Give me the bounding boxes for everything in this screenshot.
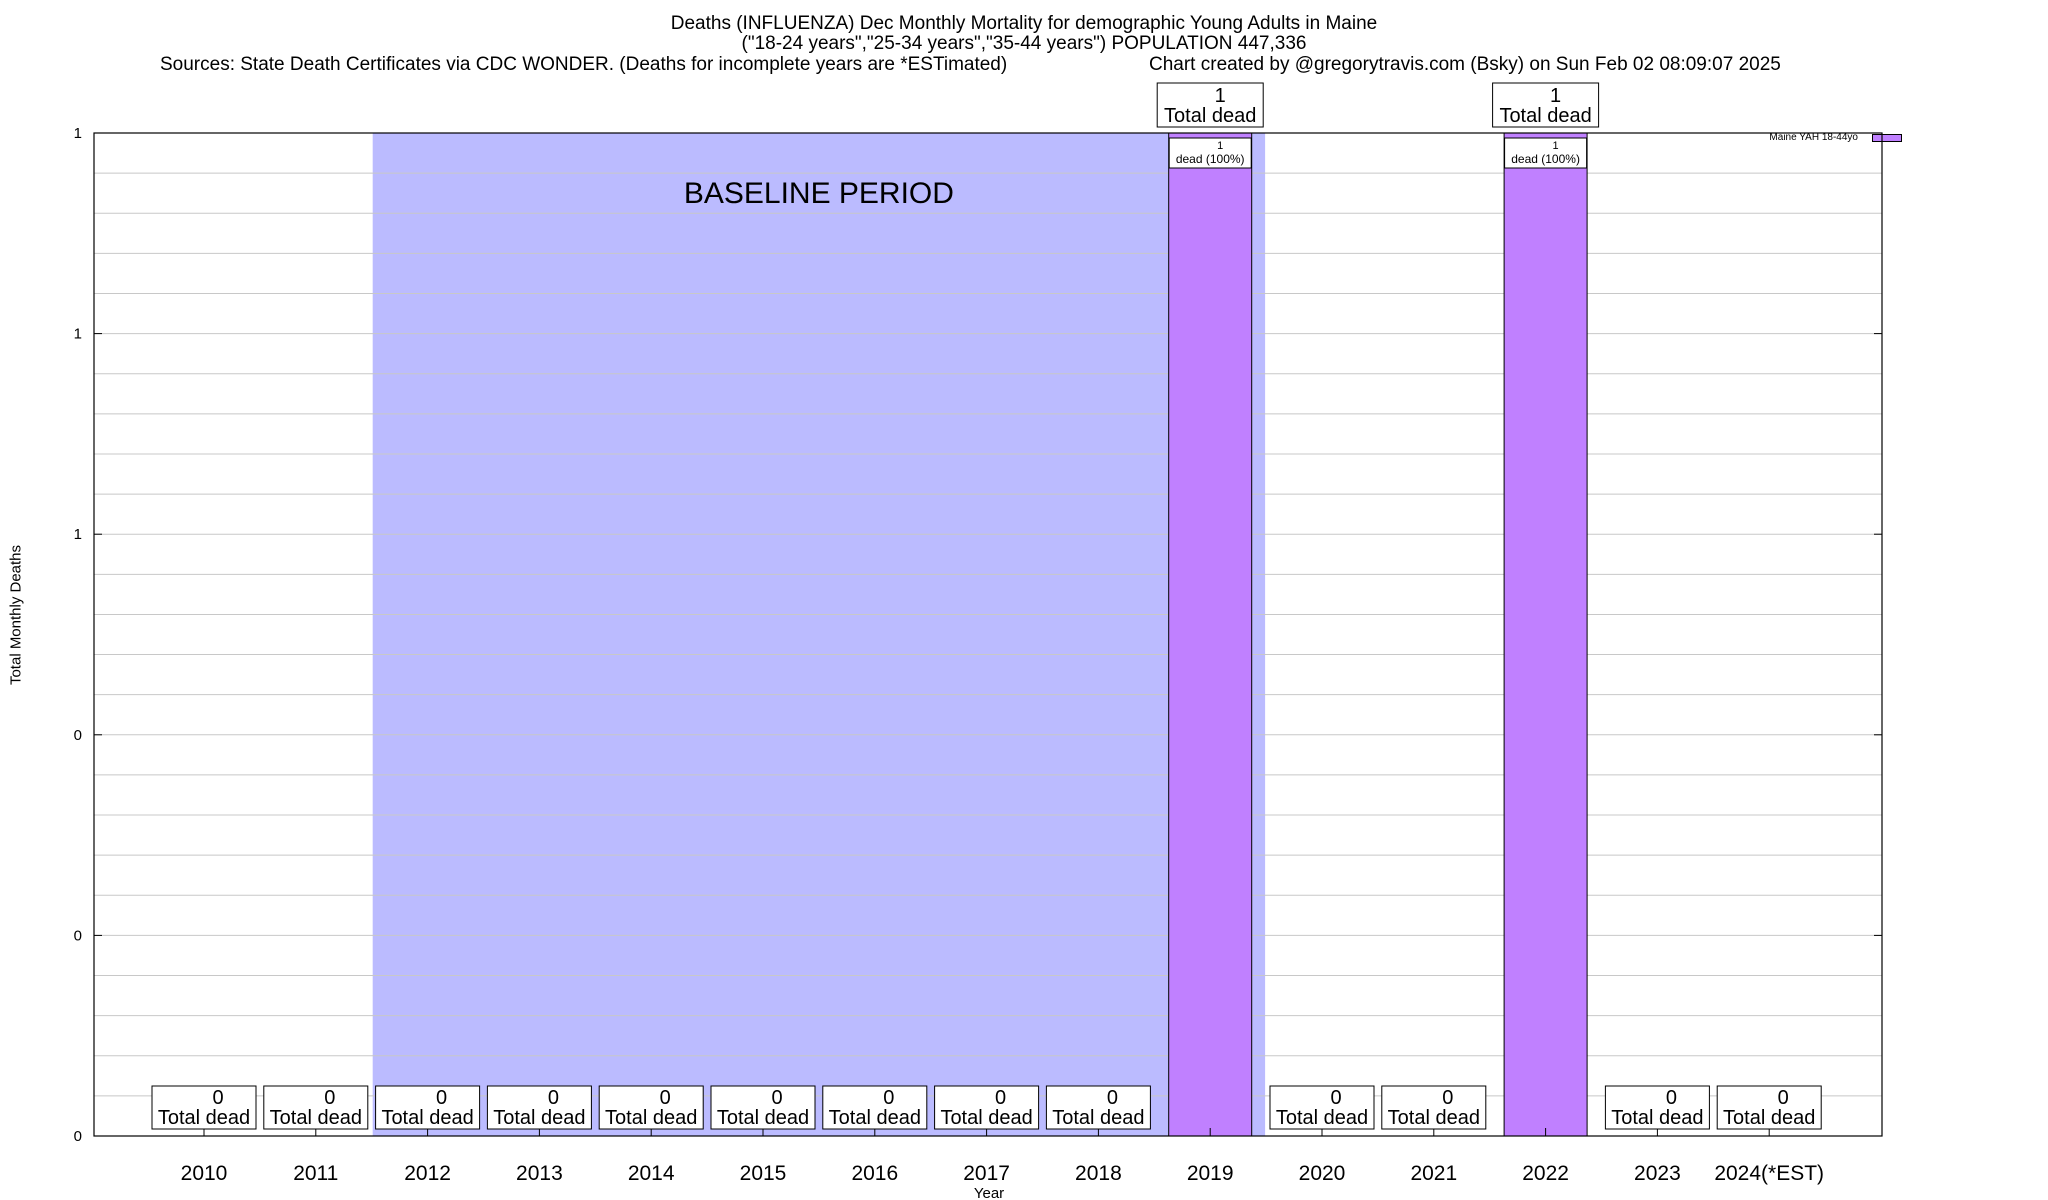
total-value-2014: 0 [660,1087,671,1109]
y-tick-label: 0 [74,727,82,744]
total-value-2010: 0 [212,1087,223,1109]
total-label-box-2013 [486,1085,592,1130]
total-value-2019: 1 [1215,85,1226,107]
total-label-box-2017 [934,1085,1040,1130]
total-caption-2013: Total dead [493,1107,585,1129]
bar-inner-count-2022: 1 [1553,140,1559,152]
total-value-2012: 0 [436,1087,447,1109]
x-tick-label-2015: 2015 [740,1162,787,1185]
x-tick-label-2020: 2020 [1299,1162,1346,1185]
y-tick-label: 1 [74,125,82,142]
x-tick-label-2021: 2021 [1410,1162,1457,1185]
total-label-box-2012 [375,1085,481,1130]
x-tick-label-2010: 2010 [181,1162,228,1185]
chart-sources: Sources: State Death Certificates via CD… [160,54,1008,75]
total-caption-2022: Total dead [1499,105,1591,127]
total-value-2018: 0 [1107,1087,1118,1109]
total-value-2020: 0 [1330,1087,1341,1109]
x-axis-label: Year [974,1185,1004,1200]
total-label-box-2024(*EST) [1716,1085,1822,1130]
total-value-2023: 0 [1666,1087,1677,1109]
total-value-2015: 0 [771,1087,782,1109]
x-tick-label-2022: 2022 [1522,1162,1569,1185]
total-label-box-2014 [598,1085,704,1130]
total-label-box-2015 [710,1085,816,1130]
total-label-box-2010 [151,1085,257,1130]
total-caption-2014: Total dead [605,1107,697,1129]
x-tick-label-2014: 2014 [628,1162,675,1185]
x-tick-label-2019: 2019 [1187,1162,1234,1185]
total-value-2011: 0 [324,1087,335,1109]
bar-inner-caption-2022: dead (100%) [1511,152,1580,166]
total-caption-2023: Total dead [1611,1107,1703,1129]
baseline-period-label: BASELINE PERIOD [684,177,954,210]
total-caption-2020: Total dead [1276,1107,1368,1129]
x-tick-label-2012: 2012 [404,1162,451,1185]
total-caption-2019: Total dead [1164,105,1256,127]
y-tick-label: 1 [74,326,82,343]
bar-inner-caption-2019: dead (100%) [1176,152,1245,166]
total-caption-2018: Total dead [1052,1107,1144,1129]
total-label-box-2021 [1381,1085,1487,1130]
y-tick-label: 0 [74,1128,82,1145]
total-value-2016: 0 [883,1087,894,1109]
chart-title-line-1: Deaths (INFLUENZA) Dec Monthly Mortality… [670,13,1378,34]
total-value-2021: 0 [1442,1087,1453,1109]
total-label-box-2018 [1045,1085,1151,1130]
y-tick-label: 0 [74,927,82,944]
bar-inner-label-box-2022 [1504,137,1588,169]
total-caption-2015: Total dead [717,1107,809,1129]
total-label-box-2023 [1604,1085,1710,1130]
x-tick-label-2018: 2018 [1075,1162,1122,1185]
x-tick-label-2011: 2011 [293,1162,338,1185]
bar-2022 [1503,132,1588,1137]
bar-2019 [1168,132,1253,1137]
x-tick-label-2016: 2016 [851,1162,898,1185]
total-caption-2024(*EST): Total dead [1723,1107,1815,1129]
plot-border [93,132,1883,1137]
x-tick-label-2023: 2023 [1634,1162,1681,1185]
total-label-box-2011 [263,1085,369,1130]
total-value-2022: 1 [1550,85,1561,107]
total-caption-2010: Total dead [158,1107,250,1129]
total-caption-2011: Total dead [270,1107,362,1129]
total-label-box-2019 [1156,82,1264,128]
total-caption-2021: Total dead [1388,1107,1480,1129]
total-label-box-2016 [822,1085,928,1130]
total-label-box-2022 [1492,82,1600,128]
baseline-period-region [372,133,1266,1136]
legend-swatch [1872,134,1902,142]
total-label-box-2020 [1269,1085,1375,1130]
total-value-2017: 0 [995,1087,1006,1109]
x-tick-label-2024(*EST): 2024(*EST) [1714,1162,1824,1185]
y-tick-label: 1 [74,526,82,543]
x-tick-label-2017: 2017 [963,1162,1010,1185]
legend-label: Maine YAH 18-44yo [1769,132,1858,143]
total-value-2013: 0 [548,1087,559,1109]
total-caption-2017: Total dead [940,1107,1032,1129]
total-caption-2012: Total dead [381,1107,473,1129]
bar-inner-label-box-2019 [1168,137,1252,169]
x-tick-label-2013: 2013 [516,1162,563,1185]
total-caption-2016: Total dead [829,1107,921,1129]
total-value-2024(*EST): 0 [1778,1087,1789,1109]
chart-title-line-2: ("18-24 years","25-34 years","35-44 year… [741,33,1307,54]
chart-credit: Chart created by @gregorytravis.com (Bsk… [1149,54,1781,75]
bar-inner-count-2019: 1 [1217,140,1223,152]
